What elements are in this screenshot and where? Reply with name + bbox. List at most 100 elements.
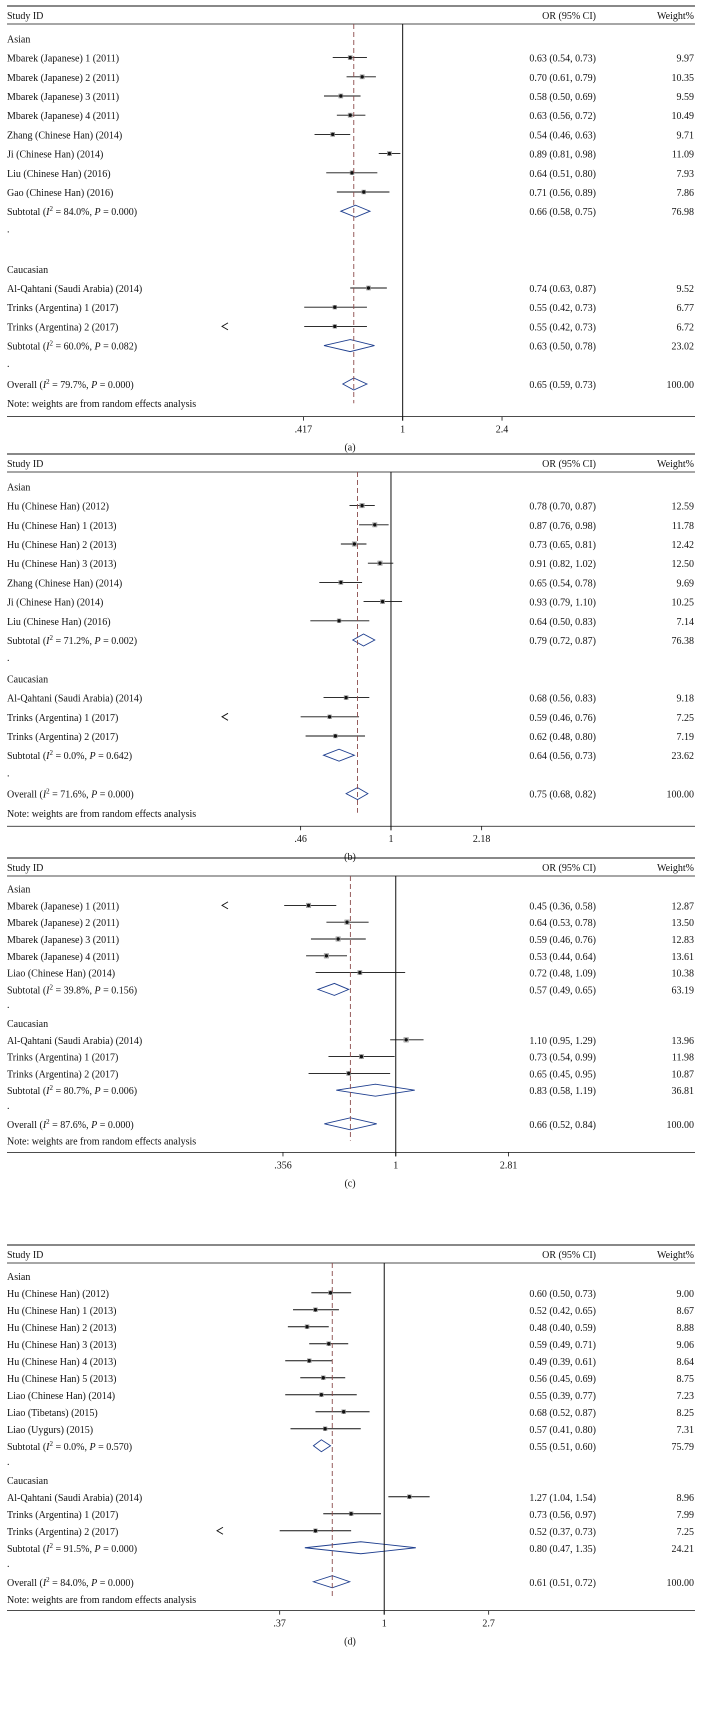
header-weight: Weight% (657, 11, 694, 22)
study-row: Liao (Chinese Han) (2014) 0.72 (0.48, 1.0… (7, 969, 694, 980)
separator-dot: . (7, 653, 10, 664)
study-row: Mbarek (Japanese) 1 (2011) 0.45 (0.36, 0.… (7, 901, 694, 912)
point-estimate (345, 920, 349, 924)
point-estimate (404, 1038, 408, 1042)
study-row: Mbarek (Japanese) 2 (2011) 0.70 (0.61, 0.… (7, 73, 694, 84)
subtotal-row: Subtotal (I2 = 80.7%, P = 0.006) 0.83 (0.… (7, 1083, 695, 1097)
header-study-id: Study ID (7, 863, 43, 874)
pooled-diamond (312, 1439, 332, 1453)
study-label: Mbarek (Japanese) 4 (2011) (7, 952, 119, 963)
study-label: Mbarek (Japanese) 2 (2011) (7, 73, 119, 84)
overall-row: Overall (I2 = 79.7%, P = 0.000) 0.65 (0.5… (7, 377, 695, 391)
or-ci-value: 0.59 (0.46, 0.76) (529, 713, 596, 724)
study-row: Hu (Chinese Han) 3 (2013) 0.91 (0.82, 1.0… (7, 559, 694, 570)
study-row: Hu (Chinese Han) 1 (2013) 0.52 (0.42, 0.6… (7, 1306, 694, 1317)
or-ci-value: 0.63 (0.50, 0.78) (529, 342, 596, 353)
subgroup-label: Caucasian (7, 674, 48, 685)
study-row: Hu (Chinese Han) 3 (2013) 0.59 (0.49, 0.7… (7, 1340, 694, 1351)
weight-value: 10.35 (672, 73, 695, 84)
study-row: Gao (Chinese Han) (2016) 0.71 (0.56, 0.89… (7, 188, 694, 199)
or-ci-value: 0.60 (0.50, 0.73) (529, 1289, 596, 1300)
study-label: Al-Qahtani (Saudi Arabia) (2014) (7, 1036, 142, 1047)
header-study-id: Study ID (7, 459, 43, 470)
or-ci-value: 0.64 (0.53, 0.78) (529, 918, 596, 929)
axis-tick-label: .46 (294, 834, 307, 845)
header-study-id: Study ID (7, 1250, 43, 1261)
or-ci-value: 0.73 (0.54, 0.99) (529, 1053, 596, 1064)
forest-panel-b: Study ID OR (95% CI) Weight% Asian Hu (Chine… (7, 453, 695, 863)
weight-value: 9.69 (677, 578, 695, 589)
study-label: Ji (Chinese Han) (2014) (7, 598, 103, 609)
pooled-diamond (311, 1575, 352, 1589)
weight-value: 9.06 (677, 1340, 695, 1351)
weight-value: 13.61 (672, 952, 695, 963)
point-estimate (327, 1342, 331, 1346)
study-row: Trinks (Argentina) 2 (2017) 0.62 (0.48, 0… (7, 732, 694, 743)
axis-tick-label: 1 (382, 1619, 387, 1630)
study-label: Trinks (Argentina) 2 (2017) (7, 1069, 118, 1080)
forest-panel-c: Study ID OR (95% CI) Weight% Asian Mbarek (J… (7, 857, 695, 1189)
weight-value: 76.38 (672, 636, 695, 647)
weight-value: 7.31 (677, 1425, 695, 1436)
weight-value: 12.87 (672, 901, 695, 912)
point-estimate (341, 1410, 346, 1414)
pooled-diamond (351, 633, 376, 647)
study-label: Mbarek (Japanese) 3 (2011) (7, 92, 119, 103)
pooled-diamond (324, 1117, 377, 1131)
weight-value: 9.52 (677, 284, 695, 295)
point-estimate (323, 1427, 327, 1431)
study-row: Hu (Chinese Han) 2 (2013) 0.73 (0.65, 0.8… (7, 540, 694, 551)
point-estimate (360, 75, 364, 79)
study-row: Trinks (Argentina) 1 (2017) 0.59 (0.46, 0… (7, 713, 694, 724)
or-ci-value: 0.70 (0.61, 0.79) (529, 73, 596, 84)
study-label: Liao (Chinese Han) (2014) (7, 1391, 115, 1402)
study-label: Mbarek (Japanese) 2 (2011) (7, 918, 119, 929)
study-label: Trinks (Argentina) 1 (2017) (7, 303, 118, 314)
point-estimate (333, 305, 337, 309)
point-estimate (327, 715, 332, 719)
or-ci-value: 1.27 (1.04, 1.54) (529, 1493, 596, 1504)
subtotal-label: Subtotal (I2 = 71.2%, P = 0.002) (7, 634, 137, 647)
study-label: Hu (Chinese Han) 1 (2013) (7, 1306, 116, 1317)
or-ci-value: 0.64 (0.51, 0.80) (529, 169, 596, 180)
study-label: Trinks (Argentina) 1 (2017) (7, 713, 118, 724)
weight-value: 12.83 (672, 935, 695, 946)
study-row: Ji (Chinese Han) (2014) 0.89 (0.81, 0.98)… (7, 150, 694, 161)
separator-dot: . (7, 768, 10, 779)
point-estimate (324, 954, 329, 958)
point-estimate (366, 286, 371, 290)
study-label: Trinks (Argentina) 2 (2017) (7, 732, 118, 743)
subtotal-row: Subtotal (I2 = 0.0%, P = 0.570) 0.55 (0.5… (7, 1439, 694, 1453)
or-ci-value: 0.79 (0.72, 0.87) (529, 636, 596, 647)
study-row: Mbarek (Japanese) 4 (2011) 0.53 (0.44, 0.… (7, 952, 694, 963)
header-or-ci: OR (95% CI) (542, 1250, 596, 1261)
point-estimate (307, 1359, 311, 1363)
or-ci-value: 0.87 (0.76, 0.98) (529, 521, 596, 532)
subgroup-label: Asian (7, 1272, 30, 1283)
study-label: Gao (Chinese Han) (2016) (7, 188, 113, 199)
study-label: Hu (Chinese Han) 1 (2013) (7, 521, 116, 532)
weight-value: 36.81 (672, 1086, 695, 1097)
or-ci-value: 0.49 (0.39, 0.61) (529, 1357, 596, 1368)
or-ci-value: 0.83 (0.58, 1.19) (529, 1086, 596, 1097)
study-label: Hu (Chinese Han) (2012) (7, 502, 109, 513)
study-label: Liu (Chinese Han) (2016) (7, 617, 111, 628)
footnote-weights: Note: weights are from random effects an… (7, 809, 196, 820)
header-weight: Weight% (657, 459, 694, 470)
or-ci-value: 0.48 (0.40, 0.59) (529, 1323, 596, 1334)
or-ci-value: 0.58 (0.50, 0.69) (529, 92, 596, 103)
study-row: Hu (Chinese Han) (2012) 0.78 (0.70, 0.87)… (7, 502, 694, 513)
header-study-id: Study ID (7, 11, 43, 22)
weight-value: 7.23 (677, 1391, 695, 1402)
overall-row: Overall (I2 = 71.6%, P = 0.000) 0.75 (0.6… (7, 787, 694, 801)
study-row: Hu (Chinese Han) (2012) 0.60 (0.50, 0.73)… (7, 1289, 694, 1300)
or-ci-value: 0.52 (0.42, 0.65) (529, 1306, 596, 1317)
point-estimate (362, 190, 366, 194)
separator-dot: . (7, 1559, 10, 1570)
weight-value: 100.00 (667, 380, 695, 391)
weight-value: 7.86 (677, 188, 695, 199)
weight-value: 8.75 (677, 1374, 695, 1385)
footnote-weights: Note: weights are from random effects an… (7, 399, 196, 410)
or-ci-value: 0.66 (0.58, 0.75) (529, 207, 596, 218)
weight-value: 8.25 (677, 1408, 695, 1419)
